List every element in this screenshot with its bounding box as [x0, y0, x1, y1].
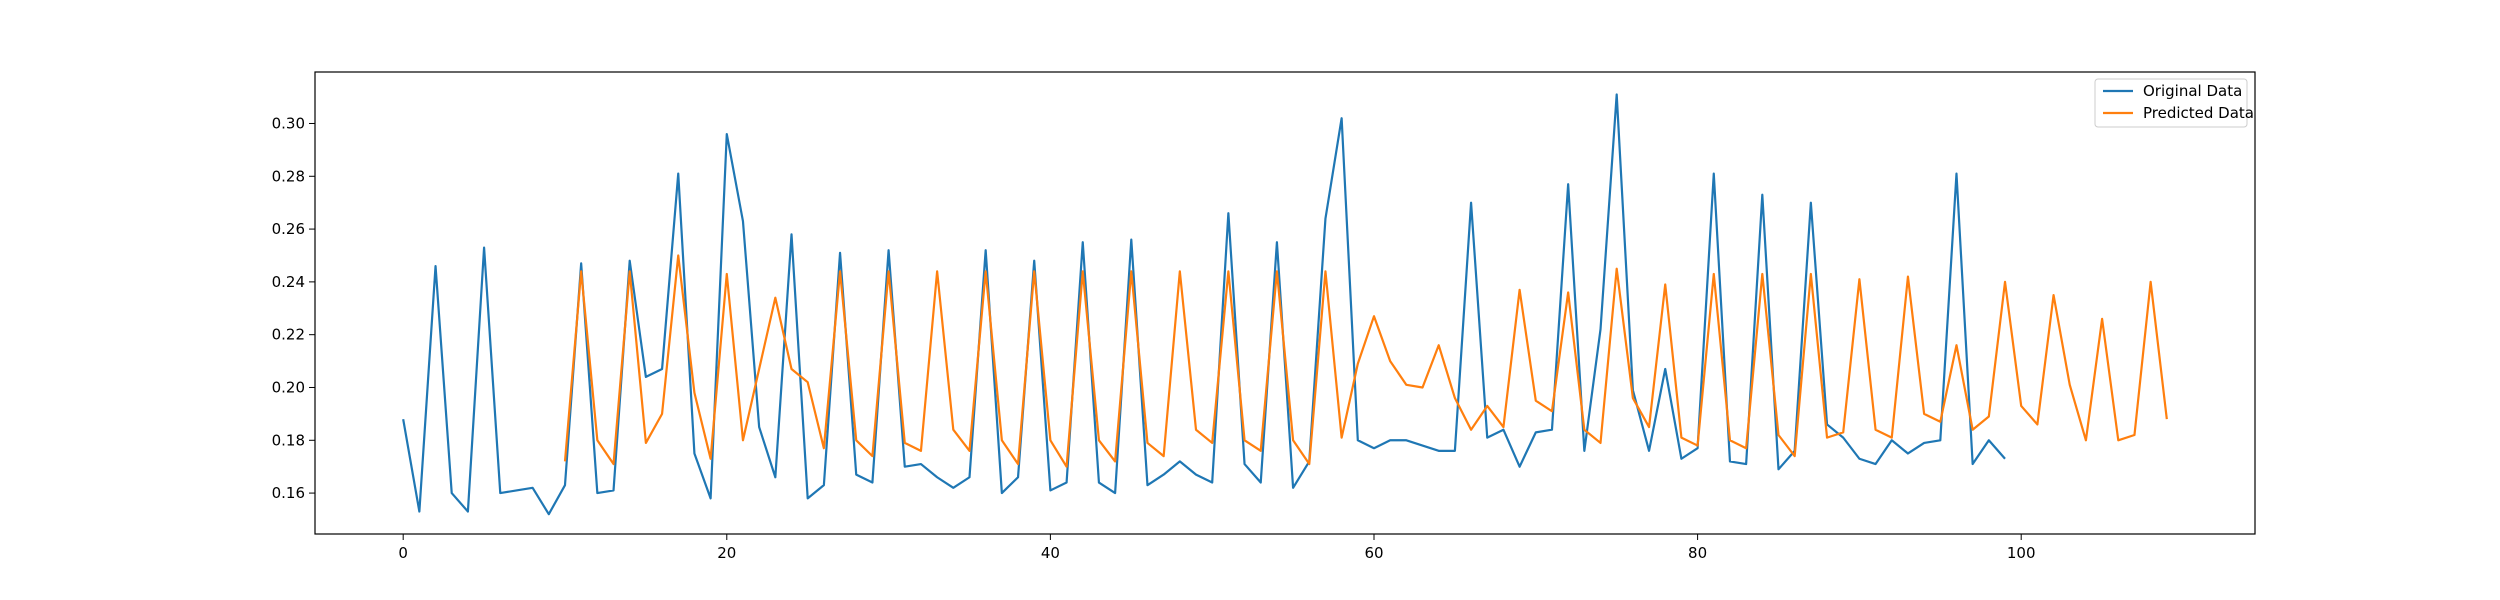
x-tick-label: 40	[1041, 544, 1060, 562]
y-tick-label: 0.30	[272, 114, 305, 132]
x-tick-label: 60	[1364, 544, 1383, 562]
legend-items: Original Data Predicted Data	[2103, 82, 2254, 122]
y-tick-label: 0.26	[272, 220, 305, 238]
plot-series	[402, 93, 2168, 516]
legend-label: Predicted Data	[2143, 104, 2254, 122]
x-axis: 0 20 40 60 80 100	[398, 534, 2036, 562]
y-tick-label: 0.28	[272, 167, 305, 185]
y-tick-label: 0.20	[272, 378, 305, 396]
x-tick-label: 20	[717, 544, 736, 562]
y-tick-label: 0.18	[272, 431, 305, 449]
x-tick-label: 80	[1688, 544, 1707, 562]
series-line-original-data	[402, 93, 2006, 516]
y-axis: 0.16 0.18 0.20 0.22 0.24 0.26 0.28 0.30	[272, 114, 315, 502]
series-line-predicted-data	[563, 254, 2168, 468]
plot-frame	[314, 71, 2256, 535]
x-tick-label: 0	[398, 544, 408, 562]
legend-label: Original Data	[2143, 82, 2242, 100]
x-tick-label: 100	[2007, 544, 2036, 562]
y-tick-label: 0.24	[272, 273, 305, 291]
legend: Original Data Predicted Data	[2094, 78, 2254, 128]
y-tick-label: 0.16	[272, 484, 305, 502]
y-tick-label: 0.22	[272, 326, 305, 344]
